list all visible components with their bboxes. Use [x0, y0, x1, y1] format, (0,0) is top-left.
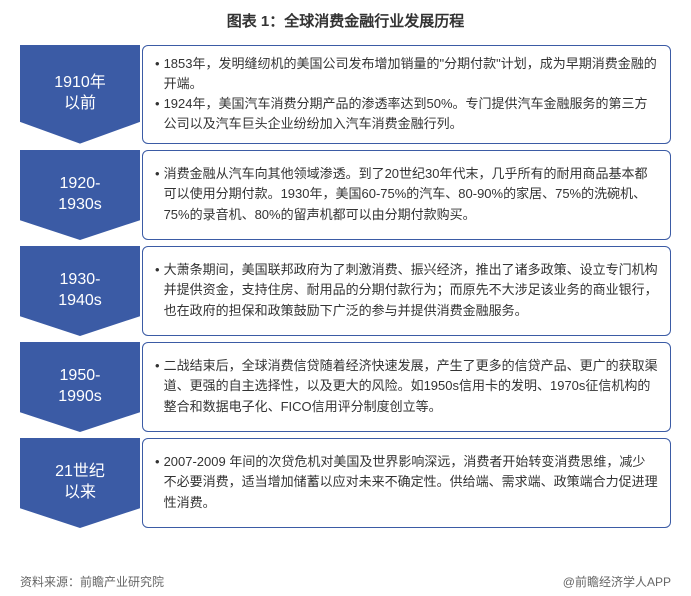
description-bullet: 大萧条期间，美国联邦政府为了刺激消费、振兴经济，推出了诸多政策、设立专门机构并提… [155, 260, 658, 320]
description-box: 2007-2009 年间的次贷危机对美国及世界影响深远，消费者开始转变消费思维，… [142, 438, 671, 528]
period-label: 1930- 1940s [58, 270, 102, 312]
description-bullet: 消费金融从汽车向其他领域渗透。到了20世纪30年代末，几乎所有的耐用商品基本都可… [155, 164, 658, 224]
period-label: 1910年 以前 [54, 73, 106, 115]
period-label: 21世纪 以来 [55, 462, 105, 504]
footer: 资料来源：前瞻产业研究院 @前瞻经济学人APP [20, 573, 671, 590]
source-label: 资料来源：前瞻产业研究院 [20, 573, 164, 590]
timeline-row: 1910年 以前 1853年，发明缝纫机的美国公司发布增加销量的"分期付款"计划，… [20, 45, 671, 144]
description-box: 大萧条期间，美国联邦政府为了刺激消费、振兴经济，推出了诸多政策、设立专门机构并提… [142, 246, 671, 336]
timeline-row: 1950- 1990s 二战结束后，全球消费信贷随着经济快速发展，产生了更多的信贷… [20, 342, 671, 432]
description-bullet: 1924年，美国汽车消费分期产品的渗透率达到50%。专门提供汽车金融服务的第三方… [155, 94, 658, 134]
description-box: 1853年，发明缝纫机的美国公司发布增加销量的"分期付款"计划，成为早期消费金融… [142, 45, 671, 144]
watermark: @前瞻经济学人APP [563, 573, 671, 590]
timeline-row: 21世纪 以来 2007-2009 年间的次贷危机对美国及世界影响深远，消费者开始… [20, 438, 671, 528]
description-bullet: 二战结束后，全球消费信贷随着经济快速发展，产生了更多的信贷产品、更广的获取渠道、… [155, 356, 658, 416]
period-chevron: 1930- 1940s [20, 246, 140, 336]
description-bullet: 2007-2009 年间的次贷危机对美国及世界影响深远，消费者开始转变消费思维，… [155, 452, 658, 512]
period-label: 1920- 1930s [58, 174, 102, 216]
period-chevron: 1910年 以前 [20, 45, 140, 144]
timeline-row: 1920- 1930s 消费金融从汽车向其他领域渗透。到了20世纪30年代末，几乎… [20, 150, 671, 240]
period-label: 1950- 1990s [58, 366, 102, 408]
period-chevron: 1920- 1930s [20, 150, 140, 240]
period-chevron: 21世纪 以来 [20, 438, 140, 528]
description-box: 消费金融从汽车向其他领域渗透。到了20世纪30年代末，几乎所有的耐用商品基本都可… [142, 150, 671, 240]
timeline-row: 1930- 1940s 大萧条期间，美国联邦政府为了刺激消费、振兴经济，推出了诸多… [20, 246, 671, 336]
period-chevron: 1950- 1990s [20, 342, 140, 432]
timeline-container: 1910年 以前 1853年，发明缝纫机的美国公司发布增加销量的"分期付款"计划，… [20, 45, 671, 528]
description-bullet: 1853年，发明缝纫机的美国公司发布增加销量的"分期付款"计划，成为早期消费金融… [155, 54, 658, 94]
description-box: 二战结束后，全球消费信贷随着经济快速发展，产生了更多的信贷产品、更广的获取渠道、… [142, 342, 671, 432]
chart-title: 图表 1：全球消费金融行业发展历程 [20, 10, 671, 31]
